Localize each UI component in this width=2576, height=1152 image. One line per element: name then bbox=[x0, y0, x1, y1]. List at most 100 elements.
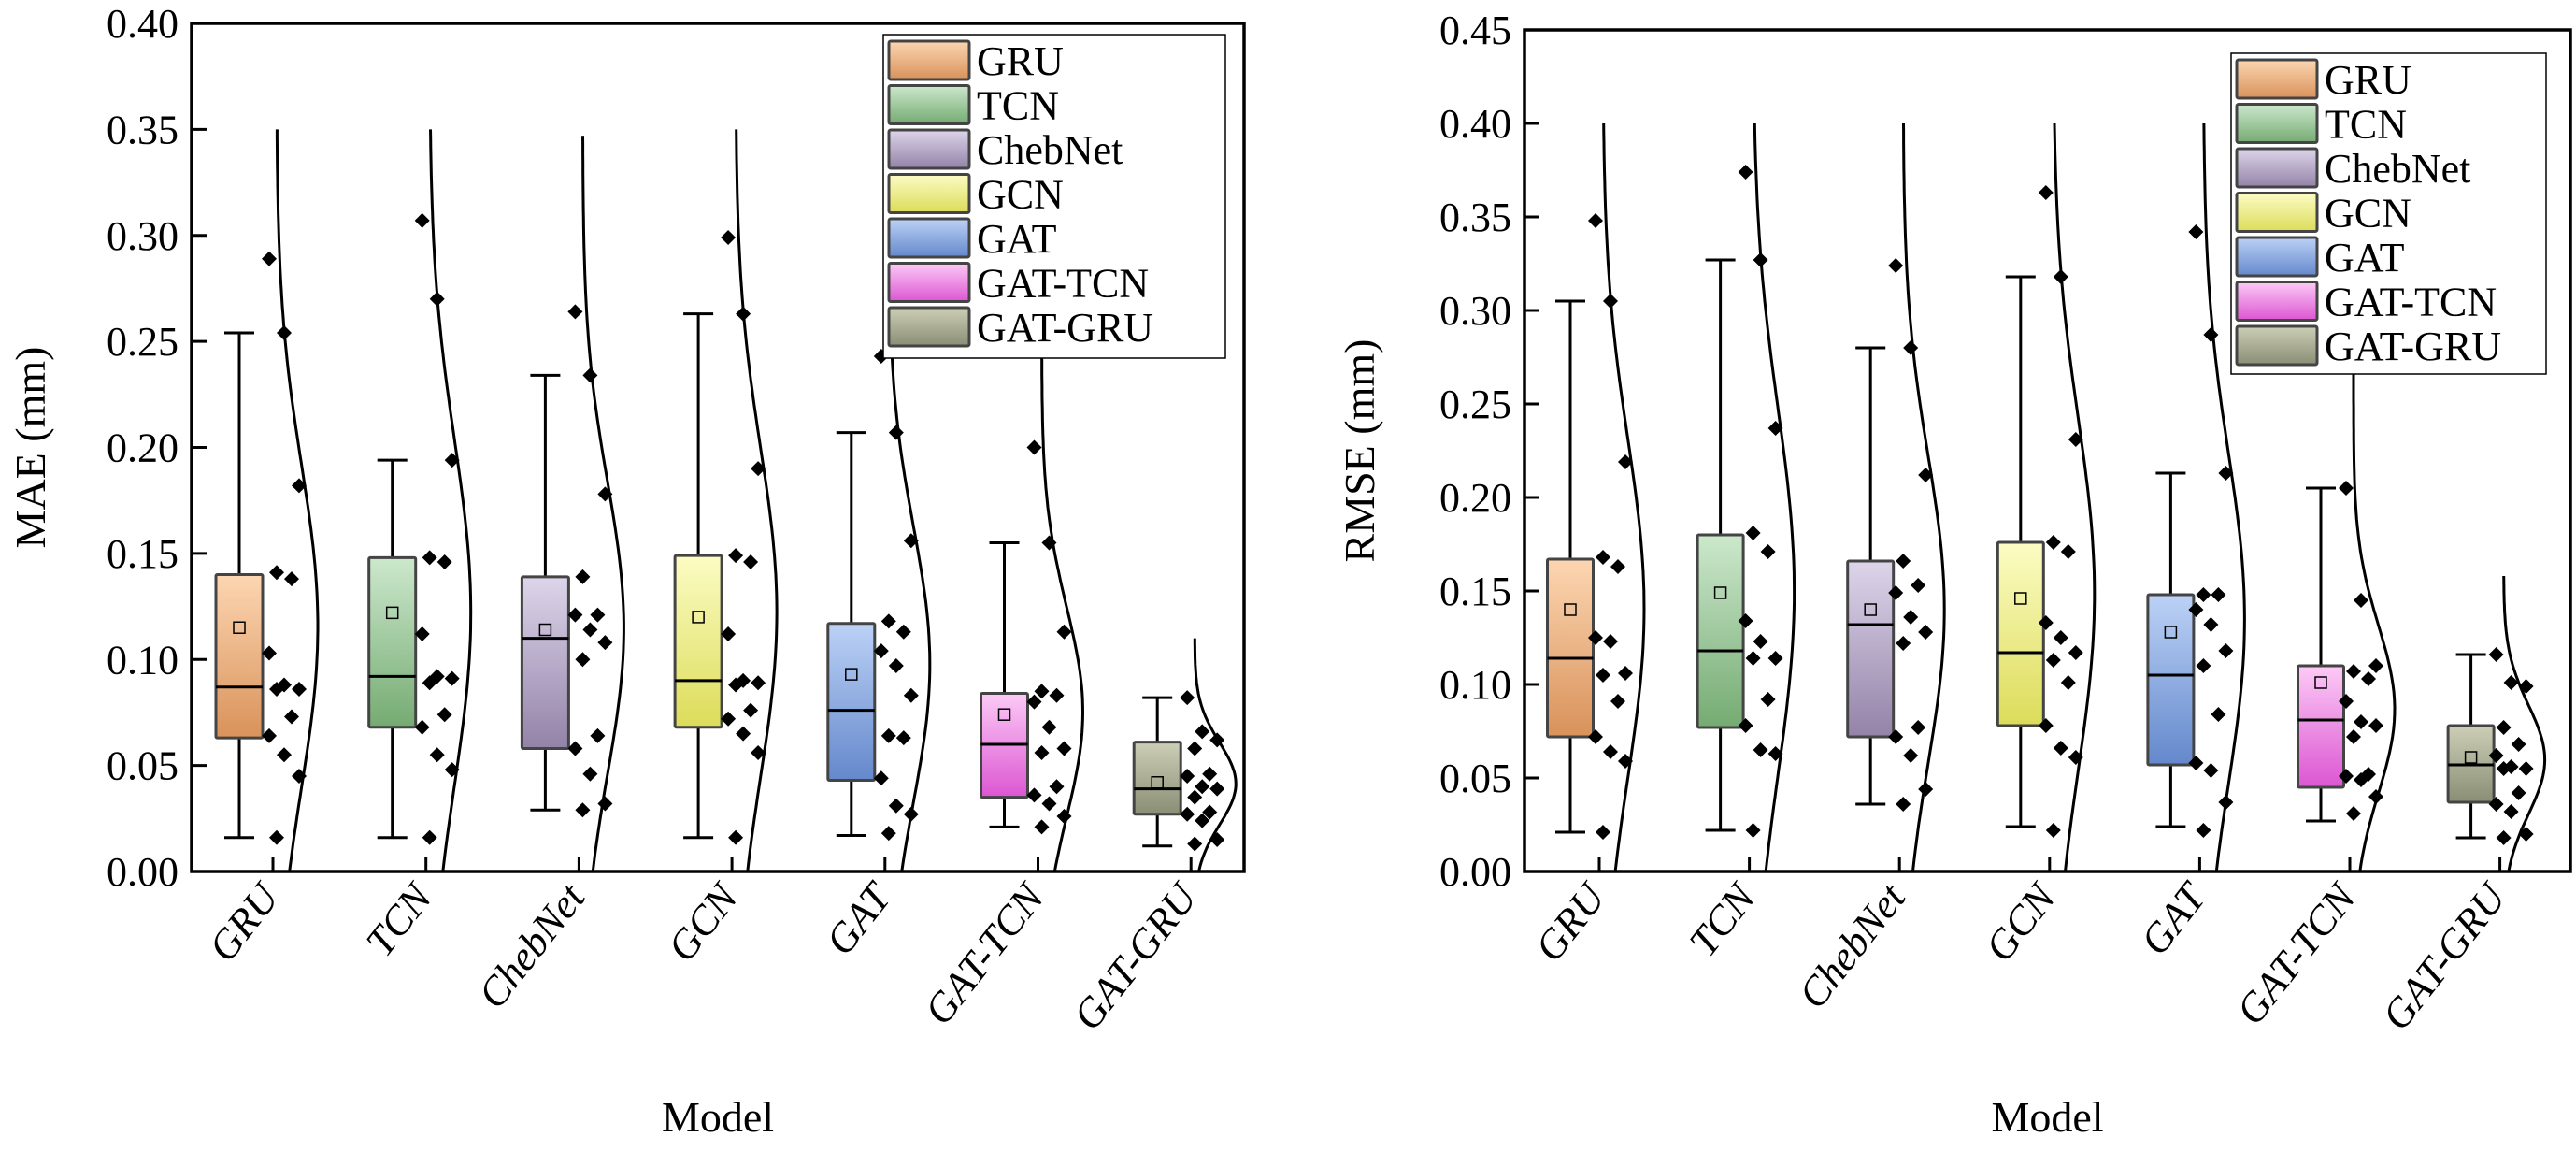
data-point bbox=[1903, 610, 1919, 625]
box-iqr bbox=[673, 554, 723, 729]
rmse-chart: 0.00 0.05 0.10 0.15 0.20 0.25 0.30 0.35 0.40 0.45… bbox=[1336, 7, 2572, 1141]
data-point bbox=[873, 643, 889, 659]
legend-item-gat-tcn: GAT-TCN bbox=[2235, 280, 2497, 325]
data-point bbox=[1187, 741, 1203, 756]
data-point bbox=[2068, 432, 2083, 447]
legend-item-gat: GAT bbox=[887, 216, 1057, 262]
mean-marker bbox=[538, 623, 552, 637]
data-point bbox=[1603, 744, 1618, 759]
distribution-curve bbox=[2502, 575, 2547, 872]
legend-label: GRU bbox=[977, 38, 1064, 84]
y-tick-label: 0.20 bbox=[107, 425, 179, 471]
data-point bbox=[743, 554, 759, 569]
data-point bbox=[2368, 789, 2383, 804]
data-point bbox=[1034, 745, 1050, 761]
legend-label: GCN bbox=[977, 172, 1064, 218]
data-point bbox=[1202, 804, 1218, 820]
x-axis-title: Model bbox=[1991, 1093, 2103, 1141]
data-point bbox=[2053, 630, 2068, 645]
legend-label: GAT bbox=[977, 216, 1057, 262]
data-point bbox=[262, 251, 277, 266]
legend-item-gru: GRU bbox=[2235, 57, 2411, 103]
data-point bbox=[436, 707, 452, 723]
distribution-curve bbox=[2053, 122, 2097, 872]
data-point bbox=[1209, 732, 1225, 748]
data-point bbox=[582, 367, 598, 383]
data-point bbox=[903, 687, 919, 703]
data-point bbox=[2339, 694, 2354, 709]
data-point bbox=[2368, 658, 2383, 673]
data-point bbox=[597, 486, 613, 502]
plot-frame bbox=[1523, 28, 2572, 873]
data-point bbox=[2339, 769, 2354, 784]
y-tick-label: 0.35 bbox=[1439, 194, 1511, 240]
y-tick-label: 0.25 bbox=[107, 319, 179, 365]
legend-item-chebnet: ChebNet bbox=[2235, 146, 2470, 192]
box-iqr bbox=[1696, 533, 1745, 729]
mean-marker bbox=[2464, 751, 2478, 764]
data-point bbox=[2354, 714, 2368, 729]
legend-swatch bbox=[2235, 281, 2319, 322]
data-point bbox=[422, 550, 437, 566]
data-point bbox=[1753, 742, 1768, 757]
data-point bbox=[888, 425, 904, 440]
data-point bbox=[1603, 294, 1618, 309]
y-tick-label: 0.25 bbox=[1439, 382, 1511, 427]
data-point bbox=[2218, 466, 2234, 481]
distribution-curve bbox=[429, 129, 473, 872]
legend-swatch bbox=[887, 84, 971, 125]
data-point bbox=[2211, 587, 2226, 602]
distribution-curve bbox=[2202, 122, 2246, 872]
data-point bbox=[2188, 756, 2204, 770]
data-point bbox=[2068, 750, 2083, 765]
mean-marker bbox=[1151, 776, 1164, 789]
x-tick-label: GCN bbox=[1976, 873, 2066, 971]
data-point bbox=[269, 829, 284, 845]
data-point bbox=[751, 675, 766, 691]
y-tick-label: 0.05 bbox=[1439, 756, 1511, 801]
data-point bbox=[277, 747, 292, 763]
legend-swatch bbox=[887, 306, 971, 348]
data-point bbox=[1596, 550, 1610, 565]
y-tick-label: 0.45 bbox=[1439, 7, 1511, 53]
data-point bbox=[728, 829, 744, 845]
mean-marker bbox=[233, 621, 246, 634]
box-iqr bbox=[214, 573, 265, 740]
data-point bbox=[2346, 664, 2361, 679]
legend-swatch bbox=[2235, 324, 2319, 367]
box-iqr bbox=[1846, 559, 1896, 739]
data-point bbox=[1034, 684, 1050, 699]
data-point bbox=[903, 533, 919, 549]
data-point bbox=[1187, 789, 1203, 805]
legend-label: GAT-TCN bbox=[977, 261, 1149, 307]
data-point bbox=[2053, 741, 2068, 756]
data-point bbox=[721, 711, 737, 727]
box-group-gru: GRU bbox=[200, 129, 320, 970]
data-point bbox=[895, 624, 911, 640]
data-point bbox=[567, 741, 583, 756]
data-point bbox=[1056, 624, 1072, 640]
data-point bbox=[1026, 787, 1042, 803]
data-point bbox=[2518, 761, 2534, 776]
data-point bbox=[2346, 729, 2361, 744]
data-point bbox=[414, 719, 430, 735]
mean-marker bbox=[2314, 676, 2327, 689]
data-point bbox=[1195, 779, 1210, 795]
data-point bbox=[597, 796, 613, 812]
data-point bbox=[414, 626, 430, 642]
data-point bbox=[1588, 213, 1603, 228]
data-point bbox=[292, 681, 307, 697]
data-point bbox=[2060, 675, 2076, 690]
data-point bbox=[2196, 658, 2211, 673]
legend-item-gru: GRU bbox=[887, 38, 1064, 84]
box-group-gcn: GCN bbox=[1976, 122, 2097, 971]
mean-marker bbox=[845, 668, 858, 681]
box-group-chebnet: ChebNet bbox=[1790, 122, 1946, 1016]
data-point bbox=[1745, 526, 1761, 540]
legend-label: TCN bbox=[977, 83, 1059, 129]
data-point bbox=[2496, 761, 2512, 776]
data-point bbox=[2196, 587, 2211, 602]
legend-swatch bbox=[887, 39, 971, 81]
